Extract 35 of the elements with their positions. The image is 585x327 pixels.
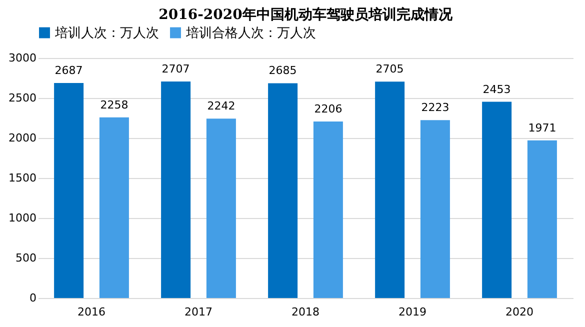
- y-tick-label: 1000: [8, 212, 36, 224]
- y-tick-label: 0: [30, 292, 36, 304]
- bar: [375, 82, 405, 298]
- bar: [420, 120, 450, 298]
- data-label: 2453: [482, 82, 511, 96]
- bar: [268, 83, 298, 298]
- x-tick-label: 2018: [292, 306, 320, 318]
- data-label: 2206: [314, 102, 342, 116]
- bar: [99, 117, 129, 298]
- data-label: 1971: [528, 121, 556, 134]
- bar: [206, 118, 236, 298]
- bar: [161, 81, 191, 298]
- x-tick-label: 2020: [506, 306, 534, 318]
- y-tick-label: 2500: [8, 92, 36, 104]
- data-label: 2223: [421, 101, 450, 114]
- data-label: 2258: [100, 98, 128, 112]
- legend-label: 培训合格人次：万人次: [185, 26, 316, 41]
- bar: [527, 140, 557, 298]
- bar: [482, 102, 512, 298]
- data-label: 2242: [207, 100, 236, 113]
- bar: [313, 122, 343, 298]
- x-tick-label: 2016: [78, 306, 106, 318]
- y-tick-label: 3000: [8, 52, 36, 64]
- y-tick-label: 2000: [8, 132, 36, 144]
- data-label: 2687: [54, 64, 83, 78]
- legend-label: 培训人次：万人次: [54, 26, 159, 41]
- data-label: 2685: [268, 64, 297, 78]
- chart-title: 2016-2020年中国机动车驾驶员培训完成情况: [158, 6, 454, 23]
- x-tick-label: 2019: [398, 306, 426, 318]
- data-label: 2707: [162, 62, 190, 76]
- y-tick-label: 500: [16, 252, 36, 264]
- x-tick-label: 2017: [184, 306, 212, 318]
- y-tick-label: 1500: [8, 172, 36, 184]
- data-label: 2705: [376, 62, 404, 76]
- bar: [54, 83, 84, 298]
